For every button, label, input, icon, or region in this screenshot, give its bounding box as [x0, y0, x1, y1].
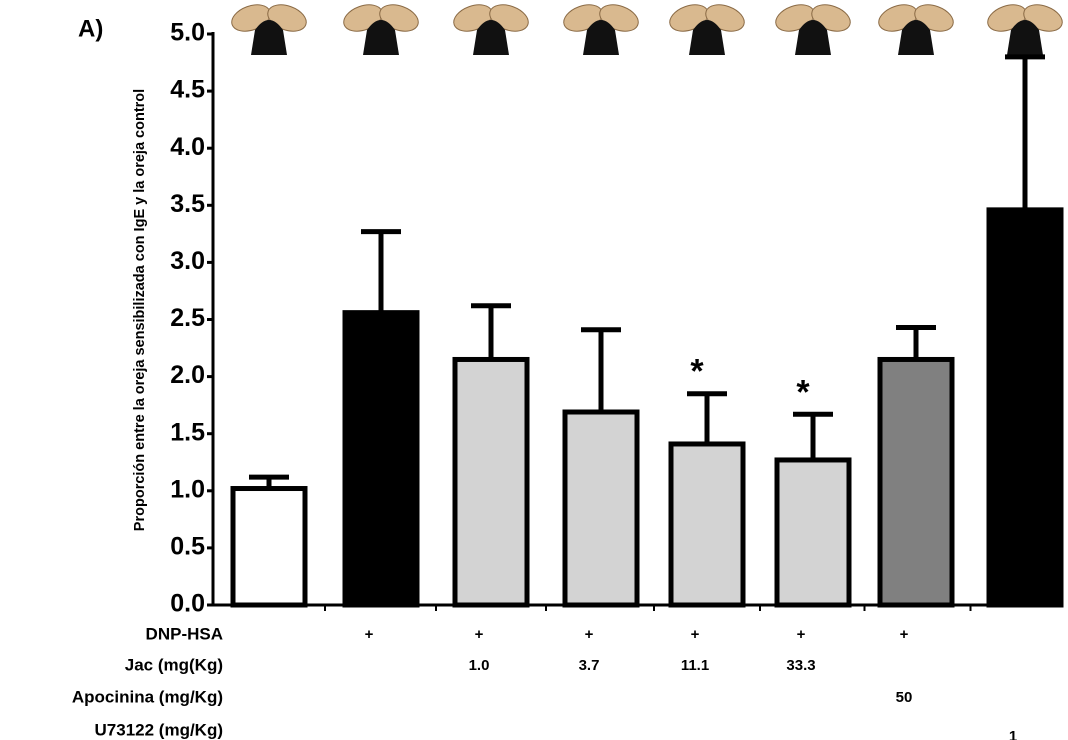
ear-photo	[875, 0, 957, 55]
y-tick-label: 1.5	[170, 418, 205, 446]
row-value: +	[365, 626, 374, 643]
y-tick-label: 0.5	[170, 533, 205, 561]
chart: A) Proporción entre la oreja sensibiliza…	[0, 0, 1068, 740]
y-tick-label: 3.0	[170, 247, 205, 275]
row-value: 11.1	[681, 657, 709, 674]
significance-mark: *	[796, 373, 810, 411]
bar	[565, 412, 637, 605]
row-label: DNP-HSA	[146, 624, 223, 643]
row-value: 1.0	[469, 657, 490, 674]
row-value: +	[475, 626, 484, 643]
y-tick-label: 4.0	[170, 133, 205, 161]
bar	[671, 444, 743, 605]
bar	[345, 313, 417, 605]
y-axis-label: Proporción entre la oreja sensibilizada …	[132, 89, 148, 531]
y-tick-label: 1.0	[170, 475, 205, 503]
y-tick-label: 2.5	[170, 304, 205, 332]
ear-photo	[340, 0, 422, 55]
ear-photo	[560, 0, 642, 55]
ear-photo	[666, 0, 748, 55]
row-value: +	[585, 626, 594, 643]
row-value: 1	[1009, 728, 1017, 740]
row-value: +	[691, 626, 700, 643]
y-tick-label: 0.0	[170, 590, 205, 618]
bar	[777, 460, 849, 605]
bar	[233, 489, 305, 605]
panel-label: A)	[78, 15, 103, 42]
row-value: 3.7	[579, 657, 600, 674]
significance-mark: *	[690, 353, 704, 391]
row-label: Jac (mg(Kg)	[125, 655, 223, 674]
bar	[455, 359, 527, 605]
row-label: U73122 (mg/Kg)	[95, 720, 223, 739]
y-tick-label: 4.5	[170, 76, 205, 104]
ear-photo	[450, 0, 532, 55]
ear-photo	[228, 0, 310, 55]
ear-photo	[772, 0, 854, 55]
y-tick-label: 3.5	[170, 190, 205, 218]
ear-photo	[984, 0, 1066, 55]
row-label: Apocinina (mg/Kg)	[72, 687, 223, 706]
ear-photos	[228, 0, 1066, 55]
bar	[989, 210, 1061, 605]
row-value: 33.3	[786, 657, 815, 674]
row-value: +	[900, 626, 909, 643]
y-tick-label: 2.0	[170, 361, 205, 389]
row-value: 50	[896, 689, 913, 706]
row-value: +	[797, 626, 806, 643]
y-tick-label: 5.0	[170, 19, 205, 47]
bar	[880, 359, 952, 605]
